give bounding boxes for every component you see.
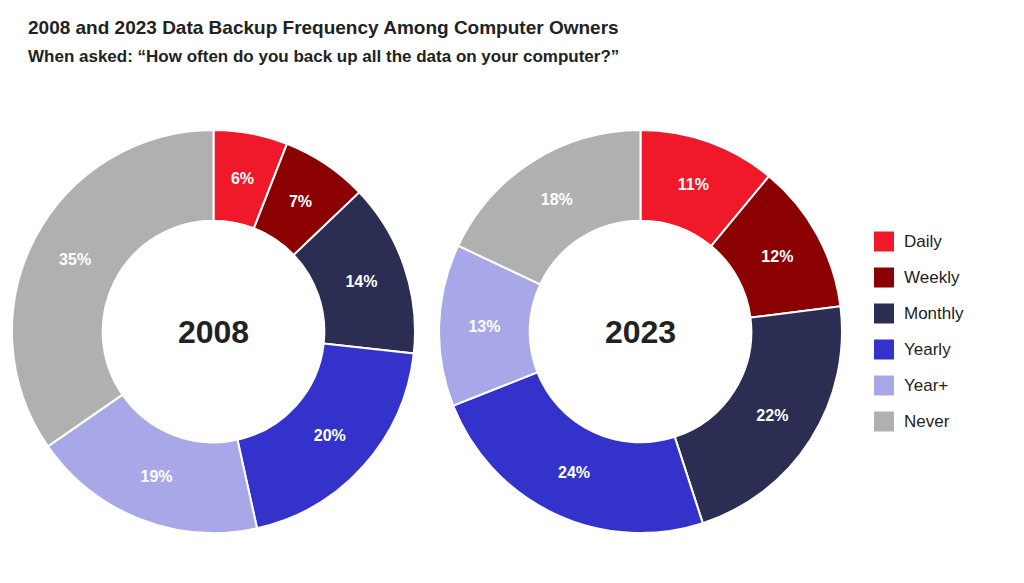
subtitle: When asked: “How often do you back up al…: [28, 47, 619, 66]
legend-label: Daily: [904, 232, 942, 251]
data-label: 20%: [314, 427, 346, 444]
data-label: 22%: [756, 407, 788, 424]
data-label: 18%: [541, 191, 573, 208]
data-label: 7%: [289, 193, 312, 210]
chart-svg: 2008 and 2023 Data Backup Frequency Amon…: [0, 0, 1024, 583]
data-label: 13%: [468, 318, 500, 335]
legend-label: Monthly: [904, 304, 964, 323]
legend: Daily Weekly Monthly Yearly Year+ Never: [874, 232, 964, 432]
legend-swatch: [874, 268, 894, 288]
data-label: 19%: [141, 468, 173, 485]
legend-label: Yearly: [904, 340, 951, 359]
data-label: 12%: [761, 248, 793, 265]
donut-slice: [12, 130, 213, 446]
donut-slice: [237, 344, 413, 529]
donut-slice: [458, 130, 640, 284]
data-label: 14%: [345, 273, 377, 290]
legend-label: Year+: [904, 376, 948, 395]
donut-slice: [294, 192, 415, 353]
donut-slice: [675, 306, 842, 523]
data-label: 24%: [558, 464, 590, 481]
legend-label: Never: [904, 412, 950, 431]
center-label: 2008: [178, 314, 249, 350]
data-label: 6%: [231, 170, 254, 187]
donut: [12, 130, 415, 533]
legend-swatch: [874, 412, 894, 432]
legend-swatch: [874, 340, 894, 360]
donut-slice: [453, 372, 703, 533]
donut-slice: [711, 176, 840, 317]
data-label: 11%: [678, 176, 709, 193]
data-label: 35%: [59, 251, 91, 268]
legend-swatch: [874, 304, 894, 324]
legend-swatch: [874, 232, 894, 252]
center-label: 2023: [605, 314, 676, 350]
legend-swatch: [874, 376, 894, 396]
legend-label: Weekly: [904, 268, 960, 287]
background: [0, 0, 1024, 583]
chart-container: 2008 and 2023 Data Backup Frequency Amon…: [0, 0, 1024, 583]
donut: [439, 130, 842, 533]
title: 2008 and 2023 Data Backup Frequency Amon…: [28, 17, 619, 38]
